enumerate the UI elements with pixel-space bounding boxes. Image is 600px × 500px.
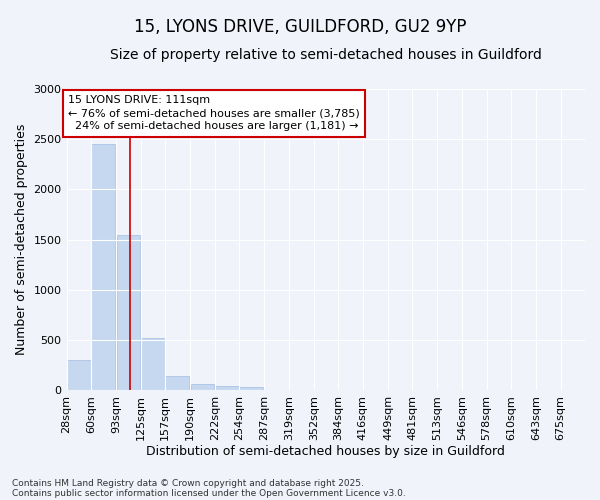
Bar	[239, 388, 263, 390]
Bar	[67, 360, 91, 390]
Text: 15, LYONS DRIVE, GUILDFORD, GU2 9YP: 15, LYONS DRIVE, GUILDFORD, GU2 9YP	[134, 18, 466, 36]
X-axis label: Distribution of semi-detached houses by size in Guildford: Distribution of semi-detached houses by …	[146, 444, 505, 458]
Text: Contains public sector information licensed under the Open Government Licence v3: Contains public sector information licen…	[12, 488, 406, 498]
Bar	[116, 234, 140, 390]
Bar	[215, 386, 239, 390]
Bar	[166, 376, 189, 390]
Bar	[191, 384, 214, 390]
Bar	[141, 338, 164, 390]
Title: Size of property relative to semi-detached houses in Guildford: Size of property relative to semi-detach…	[110, 48, 542, 62]
Text: Contains HM Land Registry data © Crown copyright and database right 2025.: Contains HM Land Registry data © Crown c…	[12, 478, 364, 488]
Y-axis label: Number of semi-detached properties: Number of semi-detached properties	[15, 124, 28, 356]
Bar	[91, 144, 115, 390]
Text: 15 LYONS DRIVE: 111sqm
← 76% of semi-detached houses are smaller (3,785)
  24% o: 15 LYONS DRIVE: 111sqm ← 76% of semi-det…	[68, 95, 360, 132]
